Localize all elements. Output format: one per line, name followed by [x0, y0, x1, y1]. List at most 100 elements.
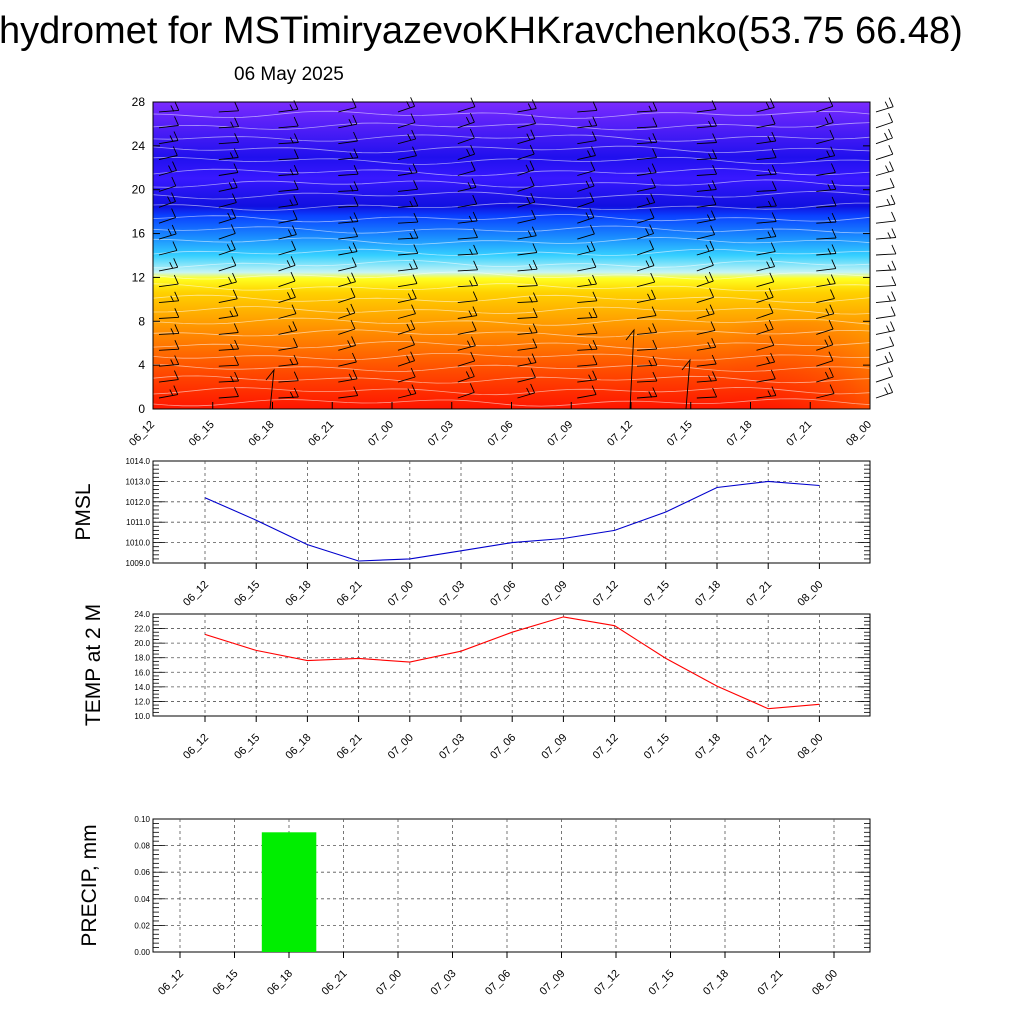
wind-barb: [397, 304, 416, 319]
wind-barb: [875, 367, 894, 383]
wind-barb: [636, 193, 656, 208]
wind-barb: [517, 114, 537, 129]
wind-barb: [158, 176, 177, 192]
x-tick-label: 07_15: [647, 968, 677, 998]
wind-barb: [756, 386, 777, 399]
wind-barb: [636, 339, 658, 351]
wind-barb: [397, 163, 418, 176]
wind-barb: [756, 165, 777, 176]
y-tick-label: 20: [132, 183, 146, 197]
wind-barb: [517, 129, 536, 145]
wind-barb: [158, 241, 178, 256]
wind-barb: [517, 99, 537, 113]
y-tick-label: 16.0: [134, 668, 150, 677]
x-tick-label: 08_00: [795, 732, 825, 762]
wind-barb: [756, 242, 776, 256]
wind-barb: [457, 211, 478, 224]
y-tick-label: 28: [132, 95, 146, 109]
wind-barb: [218, 117, 240, 129]
wind-barb: [218, 387, 239, 399]
wind-barb: [158, 340, 180, 351]
wind-barb: [636, 256, 655, 272]
contour-line: [152, 329, 871, 338]
wind-barb: [696, 195, 717, 208]
wind-barb: [816, 146, 836, 161]
wind-barb: [218, 323, 239, 335]
x-tick-label: 06_12: [156, 968, 186, 998]
wind-barb: [218, 371, 240, 383]
y-tick-label: 0.00: [134, 948, 150, 957]
wind-barb: [158, 291, 180, 304]
y-axis-label: PRECIP, mm: [78, 824, 101, 946]
wind-barb: [756, 114, 776, 129]
wind-barb: [756, 212, 777, 224]
wind-barb: [338, 369, 358, 383]
wind-barb: [696, 225, 716, 240]
x-tick-label: 06_18: [265, 968, 295, 998]
wind-barb: [278, 338, 298, 351]
wind-barb: [696, 321, 716, 335]
x-tick-label: 07_00: [374, 968, 404, 998]
wind-barb: [338, 98, 357, 113]
wind-barb: [517, 276, 538, 288]
wind-barb: [397, 319, 416, 335]
wind-barb: [756, 257, 776, 272]
wind-barb: [875, 291, 897, 304]
wind-barb: [457, 260, 479, 272]
wind-barb: [457, 336, 476, 351]
wind-barb: [696, 240, 715, 256]
wind-barb: [457, 128, 475, 145]
wind-barb: [218, 224, 236, 240]
wind-barb: [278, 271, 296, 288]
wind-barb: [875, 260, 897, 272]
y-tick-label: 24: [132, 139, 146, 153]
wind-barb: [636, 306, 657, 319]
wind-barb: [457, 145, 476, 161]
wind-barb: [278, 133, 299, 145]
wind-barb: [338, 227, 359, 240]
x-tick-label: 07_09: [539, 579, 569, 609]
wind-barb: [278, 288, 296, 304]
temperature-panel: 10.0 12.0 14.0 16.0 18.0 20.0 22.0 24.0 06_12 06_…: [82, 604, 871, 762]
x-tick-label: 07_06: [488, 579, 518, 609]
wind-barb: [577, 241, 596, 256]
wind-barb: [218, 101, 240, 113]
contour-line: [152, 260, 871, 269]
x-tick-label: 08_00: [795, 579, 825, 609]
wind-barb: [397, 196, 419, 208]
wind-barb: [816, 180, 837, 192]
wind-barb: [875, 97, 894, 113]
wind-barb: [816, 319, 834, 335]
wind-barb: [756, 148, 777, 161]
wind-barb: [577, 308, 598, 319]
wind-barb: [338, 352, 357, 367]
wind-barb: [756, 336, 775, 351]
wind-barb: [517, 323, 538, 335]
contour-line: [152, 168, 871, 177]
page-subtitle: 06 May 2025: [234, 64, 344, 85]
y-tick-label: 1012.0: [126, 498, 151, 507]
wind-barb: [397, 335, 415, 351]
contour-line: [152, 341, 871, 350]
wind-barb: [397, 228, 419, 240]
y-tick-label: 10.0: [134, 712, 150, 721]
wind-barb: [218, 240, 236, 256]
contour-line: [152, 317, 871, 326]
wind-barb: [577, 176, 595, 192]
plot-frame: [152, 460, 871, 564]
y-axis-label: TEMP at 2 M: [82, 604, 105, 726]
wind-barb: [816, 259, 837, 272]
contour-line: [152, 134, 871, 142]
wind-barb: [816, 163, 836, 176]
wind-barb: [278, 195, 299, 208]
wind-barb: [517, 209, 537, 224]
wind-barb: [816, 335, 834, 351]
contour-line: [152, 122, 871, 131]
wind-barb: [338, 336, 357, 351]
y-tick-label: 12.0: [134, 697, 150, 706]
wind-barb: [218, 163, 239, 176]
contour-line: [152, 214, 871, 223]
contour-line: [152, 271, 871, 280]
wind-barb: [218, 256, 237, 272]
wind-barb: [278, 240, 297, 256]
